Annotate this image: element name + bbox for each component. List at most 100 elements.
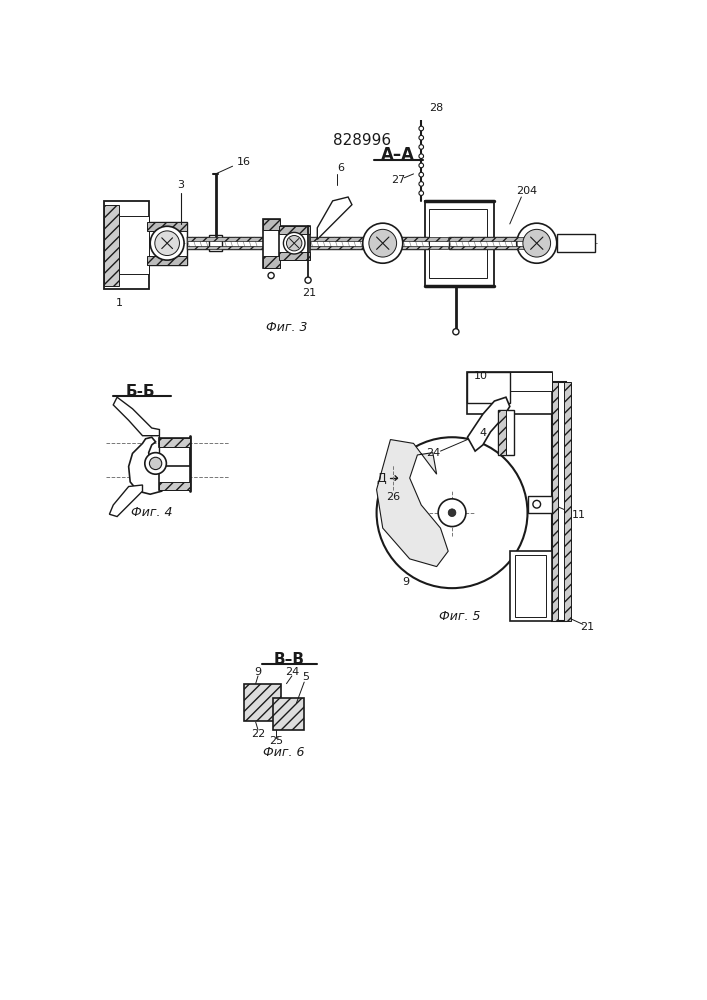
Bar [104, 205, 119, 286]
Bar [310, 237, 448, 249]
Text: 16: 16 [237, 157, 251, 167]
Circle shape [150, 226, 184, 260]
Bar [262, 219, 279, 268]
Text: 5: 5 [303, 672, 309, 682]
Bar [429, 209, 486, 278]
Bar [409, 105, 433, 116]
Bar [467, 372, 510, 403]
Circle shape [419, 135, 423, 140]
Circle shape [419, 145, 423, 149]
Bar [119, 216, 148, 274]
Bar [527, 496, 552, 513]
Text: Д: Д [376, 472, 386, 485]
Bar [160, 438, 190, 447]
Text: 26: 26 [386, 492, 400, 502]
Polygon shape [110, 485, 143, 517]
Text: Фиг. 3: Фиг. 3 [266, 321, 308, 334]
Circle shape [452, 329, 459, 335]
Bar [147, 256, 187, 265]
Circle shape [363, 223, 403, 263]
Bar [449, 237, 526, 241]
Text: Фиг. 4: Фиг. 4 [131, 506, 173, 519]
Bar [244, 684, 281, 721]
Bar [510, 551, 552, 620]
Circle shape [523, 229, 551, 257]
Text: 24: 24 [285, 667, 299, 677]
Text: 24: 24 [426, 448, 440, 458]
Bar [409, 93, 433, 105]
Text: 21: 21 [580, 622, 594, 632]
Circle shape [517, 223, 557, 263]
Bar [147, 222, 187, 265]
Bar [209, 235, 222, 251]
Bar [467, 372, 552, 414]
Bar [552, 382, 559, 620]
Circle shape [268, 272, 274, 279]
Circle shape [533, 500, 541, 508]
Text: 20: 20 [516, 186, 530, 196]
Polygon shape [377, 440, 448, 567]
Bar [279, 252, 310, 260]
Bar [160, 482, 190, 490]
Circle shape [369, 229, 397, 257]
Circle shape [286, 235, 302, 251]
Circle shape [284, 232, 305, 254]
Bar [279, 226, 310, 234]
Text: 22: 22 [251, 729, 265, 739]
Bar [187, 237, 264, 241]
Text: 10: 10 [474, 371, 489, 381]
Circle shape [305, 277, 311, 283]
Text: 21: 21 [303, 288, 317, 298]
Text: Фиг. 5: Фиг. 5 [439, 610, 481, 623]
Bar [147, 222, 187, 231]
Text: 4: 4 [530, 186, 537, 196]
Circle shape [419, 154, 423, 158]
Bar [552, 382, 566, 620]
Circle shape [145, 453, 166, 474]
Circle shape [155, 231, 180, 256]
Bar [262, 256, 279, 268]
Bar [498, 410, 514, 455]
Bar [160, 466, 190, 490]
Text: 828996: 828996 [333, 133, 391, 148]
Circle shape [377, 437, 527, 588]
Bar [274, 698, 304, 730]
Text: Б-Б: Б-Б [125, 384, 155, 399]
Circle shape [419, 191, 423, 195]
Bar [187, 237, 264, 249]
Bar [262, 219, 279, 230]
Text: 25: 25 [269, 736, 284, 746]
Circle shape [419, 172, 423, 177]
Text: 6: 6 [338, 163, 345, 173]
Bar [467, 372, 552, 391]
Text: 1: 1 [116, 298, 123, 308]
Text: А–А: А–А [381, 146, 415, 164]
Polygon shape [113, 397, 160, 436]
Text: В–В: В–В [274, 652, 304, 666]
Polygon shape [467, 397, 510, 451]
Bar [425, 201, 494, 286]
Bar [449, 246, 526, 249]
Polygon shape [129, 437, 167, 494]
Bar [563, 382, 571, 620]
Circle shape [438, 499, 466, 527]
Text: 27: 27 [391, 175, 405, 185]
Circle shape [149, 457, 162, 470]
Circle shape [411, 75, 432, 96]
Bar [449, 237, 526, 249]
Text: 9: 9 [402, 577, 409, 587]
Bar [160, 438, 190, 447]
Bar [187, 246, 264, 249]
Polygon shape [317, 197, 352, 239]
Text: 9: 9 [255, 667, 262, 677]
Circle shape [419, 126, 423, 131]
Circle shape [419, 182, 423, 186]
Bar [515, 555, 546, 617]
Text: 11: 11 [572, 510, 586, 520]
Bar [498, 410, 506, 455]
Bar [310, 246, 448, 249]
Text: Фиг. 6: Фиг. 6 [264, 746, 305, 759]
Circle shape [448, 509, 456, 517]
Circle shape [419, 163, 423, 168]
Bar [279, 226, 310, 260]
